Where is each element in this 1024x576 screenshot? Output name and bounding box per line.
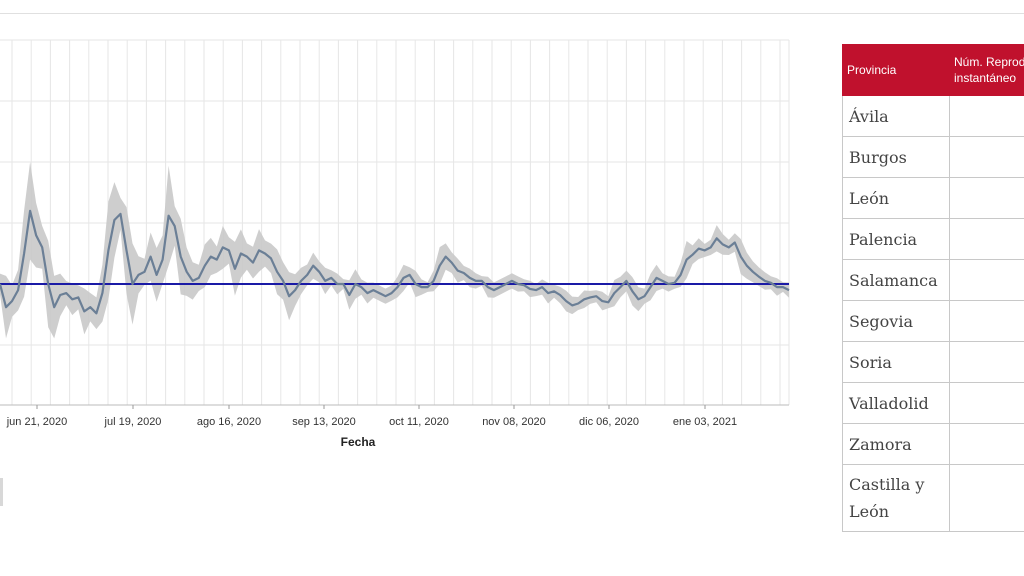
province-name: Salamanca: [842, 259, 950, 301]
header-provincia[interactable]: Provincia: [842, 44, 950, 96]
province-name: Soria: [842, 341, 950, 383]
confidence-band-area: [0, 162, 789, 339]
province-value: [949, 259, 1024, 301]
table-row: León: [842, 177, 1024, 219]
x-axis: jun 21, 2020 jul 19, 2020 ago 16, 2020 sep …: [6, 405, 737, 428]
province-name: Burgos: [842, 136, 950, 178]
province-name-line-1: Castilla y: [849, 475, 925, 494]
province-table: Provincia Núm. Reprodu instantáneo Ávila…: [842, 44, 1024, 532]
province-name-line-2: León: [849, 502, 890, 521]
x-tick-label: ene 03, 2021: [673, 416, 737, 428]
table-row: Valladolid: [842, 382, 1024, 424]
province-value: [949, 95, 1024, 137]
province-name: Valladolid: [842, 382, 950, 424]
province-value: [949, 423, 1024, 465]
top-divider: [0, 13, 1024, 14]
series-line-path: [0, 209, 790, 315]
table-row: Castilla y León: [842, 464, 1024, 532]
table-row: Salamanca: [842, 259, 1024, 301]
legend-fragment: [0, 478, 3, 506]
x-tick-label: dic 06, 2020: [579, 416, 639, 428]
x-tick-label: sep 13, 2020: [292, 416, 356, 428]
rt-line-chart: jun 21, 2020 jul 19, 2020 ago 16, 2020 sep …: [0, 39, 790, 449]
header-num-reproduccion[interactable]: Núm. Reprodu instantáneo: [949, 44, 1024, 96]
header-line-2: instantáneo: [954, 71, 1017, 85]
table-header-row: Provincia Núm. Reprodu instantáneo: [842, 44, 1024, 96]
province-name: Ávila: [842, 95, 950, 137]
province-value: [949, 300, 1024, 342]
x-tick-label: jun 21, 2020: [6, 416, 68, 428]
province-value: [949, 464, 1024, 532]
province-value: [949, 341, 1024, 383]
province-value: [949, 177, 1024, 219]
table-row: Ávila: [842, 95, 1024, 137]
province-value: [949, 136, 1024, 178]
chart-grid: [0, 39, 790, 406]
x-tick-label: jul 19, 2020: [104, 416, 162, 428]
x-tick-label: nov 08, 2020: [482, 416, 546, 428]
province-value: [949, 382, 1024, 424]
x-tick-label: ago 16, 2020: [197, 416, 261, 428]
province-name: Zamora: [842, 423, 950, 465]
province-name: Castilla y León: [842, 464, 950, 532]
province-name: Segovia: [842, 300, 950, 342]
table-row: Palencia: [842, 218, 1024, 260]
x-axis-title: Fecha: [341, 435, 376, 449]
province-value: [949, 218, 1024, 260]
province-name: León: [842, 177, 950, 219]
table-row: Zamora: [842, 423, 1024, 465]
table-row: Segovia: [842, 300, 1024, 342]
province-name: Palencia: [842, 218, 950, 260]
table-row: Soria: [842, 341, 1024, 383]
confidence-band: [0, 162, 789, 339]
x-tick-label: oct 11, 2020: [389, 416, 449, 428]
header-line-1: Núm. Reprodu: [954, 55, 1024, 69]
table-row: Burgos: [842, 136, 1024, 178]
series-line: [0, 209, 790, 315]
